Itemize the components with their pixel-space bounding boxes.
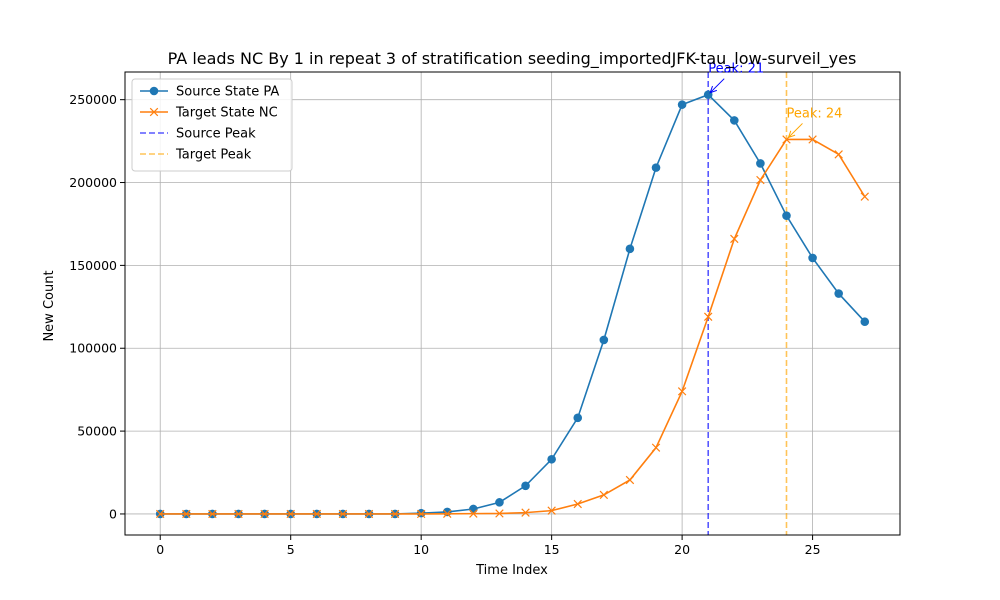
legend-box (131, 78, 293, 172)
plot-frame (124, 71, 901, 536)
data-point (651, 163, 661, 172)
data-point (651, 443, 661, 452)
y-tick-label: 250000 (69, 92, 117, 107)
legend-entry: Source Peak (140, 127, 256, 142)
data-point (834, 150, 843, 159)
data-point (495, 509, 504, 518)
series-line (160, 138, 866, 515)
data-point (834, 289, 843, 298)
series-layer (155, 90, 870, 519)
annotation-arrow (788, 123, 803, 138)
data-point (808, 135, 817, 144)
data-point (364, 509, 374, 519)
data-point (599, 490, 609, 500)
data-point (260, 509, 269, 519)
data-point (286, 509, 295, 519)
data-point (521, 508, 530, 517)
data-point (703, 312, 713, 321)
x-tick-label: 5 (287, 542, 295, 557)
x-tick-label: 15 (544, 542, 560, 557)
ticks: 0 5 10 15 20 25 0 50000 100000 150000 200000 250000 (69, 92, 820, 557)
y-tick-label: 50000 (77, 424, 117, 439)
data-point (625, 475, 635, 485)
annotation-arrow-head (787, 130, 796, 139)
x-tick-label: 20 (674, 542, 690, 557)
data-point (312, 509, 322, 519)
data-point (469, 509, 478, 518)
x-tick-label: 25 (805, 542, 821, 557)
data-point (808, 253, 817, 263)
y-tick-label: 100000 (69, 341, 117, 356)
data-point (495, 498, 504, 507)
legend-label: Target Peak (175, 148, 252, 163)
data-point (782, 211, 791, 220)
data-point (443, 509, 452, 519)
data-point (469, 504, 478, 514)
data-point (573, 413, 583, 423)
data-point (416, 509, 426, 519)
data-point (442, 507, 452, 517)
legend-label: Source State PA (176, 85, 279, 100)
data-point (390, 509, 400, 519)
data-point (677, 100, 687, 109)
data-point (573, 499, 582, 509)
peak-lines (707, 72, 788, 535)
y-axis-label: New Count (42, 270, 57, 341)
data-point (547, 506, 556, 515)
legend-swatch-marker (149, 107, 159, 117)
data-point (156, 509, 165, 519)
data-point (625, 244, 635, 254)
data-point (730, 234, 739, 244)
data-point (234, 509, 243, 519)
legend-entry: Target Peak (140, 148, 252, 163)
annotation-arrow-head (709, 85, 717, 94)
data-point (599, 335, 609, 345)
legend-label: Source Peak (176, 127, 256, 142)
data-point (208, 509, 217, 519)
x-tick-label: 0 (156, 542, 164, 557)
y-tick-label: 150000 (69, 258, 117, 273)
data-point (756, 159, 765, 168)
data-point (730, 116, 739, 125)
legend-entry: Target State NC (140, 106, 278, 121)
peak-annotation: Peak: 21 (708, 62, 764, 77)
legend-label: Target State NC (175, 106, 278, 121)
y-tick-label: 200000 (69, 175, 117, 190)
peak-annotation: Peak: 24 (786, 106, 842, 121)
series (156, 135, 869, 519)
data-point (521, 481, 530, 491)
y-tick-label: 0 (109, 506, 117, 521)
legend-entry: Source State PA (140, 85, 279, 100)
data-point (677, 387, 687, 396)
data-point (182, 509, 191, 519)
data-point (338, 509, 348, 519)
grid (125, 72, 900, 535)
data-point (547, 454, 556, 464)
x-axis-label: Time Index (475, 563, 548, 578)
chart-title: PA leads NC By 1 in repeat 3 of stratifi… (168, 49, 857, 69)
legend-swatch-marker (149, 86, 159, 96)
legend: Source State PA Target State NC Source Pea… (131, 78, 293, 172)
data-point (756, 175, 765, 185)
data-point (860, 192, 869, 201)
annotations: Peak: 21 Peak: 24 (708, 62, 842, 139)
x-tick-label: 10 (413, 542, 429, 557)
data-point (860, 317, 870, 327)
annotation-arrow (709, 78, 725, 94)
